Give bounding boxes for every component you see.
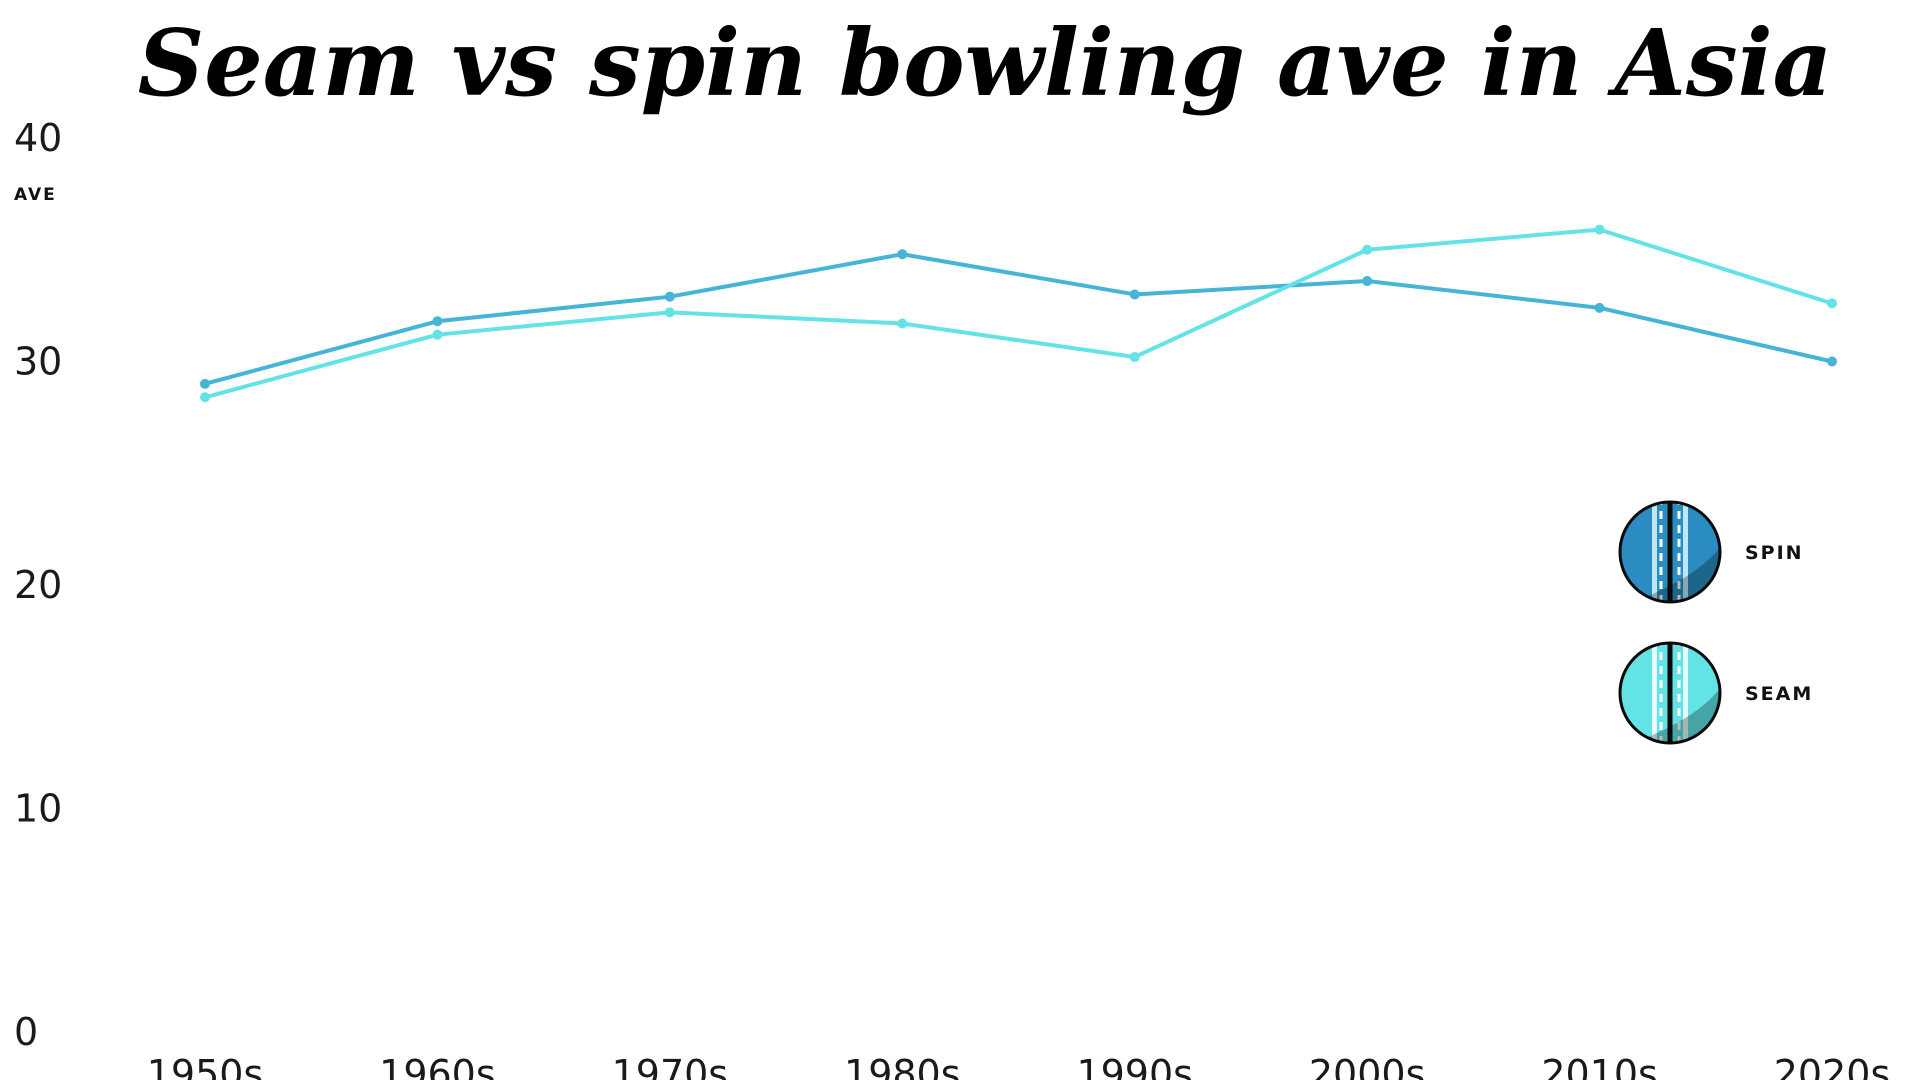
series-lines <box>200 224 1837 403</box>
data-point <box>1362 244 1373 255</box>
series-seam <box>200 224 1837 403</box>
legend-label-seam: SEAM <box>1745 683 1813 705</box>
y-tick-label: 40 <box>14 116 62 160</box>
data-point <box>200 378 210 389</box>
y-tick-label: 0 <box>14 1010 38 1054</box>
y-axis-ticks: 0 10 20 30 40 <box>14 116 62 1054</box>
legend: SPIN SEAM <box>1618 500 1813 745</box>
data-point <box>1594 224 1605 235</box>
data-point <box>200 392 210 403</box>
data-point <box>664 291 675 302</box>
data-point <box>1827 298 1837 309</box>
cricket-ball-spin-icon <box>1618 500 1722 604</box>
data-point <box>1362 276 1373 287</box>
series-line-spin <box>203 252 1834 386</box>
y-tick-label: 20 <box>14 563 62 607</box>
chart-title: Seam vs spin bowling ave in Asia <box>138 9 1833 117</box>
y-axis-label: AVE <box>14 185 57 205</box>
series-line-seam <box>203 227 1834 400</box>
data-point <box>897 318 908 329</box>
x-tick-label: 2020s <box>1774 1052 1891 1080</box>
legend-label-spin: SPIN <box>1745 542 1804 564</box>
x-tick-label: 1970s <box>612 1052 729 1080</box>
data-point <box>1594 302 1605 313</box>
x-tick-label: 1990s <box>1076 1052 1193 1080</box>
x-tick-label: 2000s <box>1309 1052 1426 1080</box>
cricket-ball-seam-icon <box>1618 641 1722 745</box>
legend-item-spin: SPIN <box>1618 500 1804 604</box>
data-point <box>432 329 443 340</box>
series-spin <box>200 249 1837 389</box>
data-point <box>664 307 675 318</box>
legend-item-seam: SEAM <box>1618 641 1813 745</box>
x-axis-ticks: 1950s 1960s 1970s 1980s 1990s 2000s 2010s 2020s <box>147 1052 1891 1080</box>
x-tick-label: 1980s <box>844 1052 961 1080</box>
data-point <box>1129 352 1140 363</box>
x-tick-label: 1950s <box>147 1052 264 1080</box>
y-tick-label: 10 <box>14 787 62 831</box>
data-point <box>897 249 908 260</box>
data-point <box>1827 356 1837 367</box>
x-tick-label: 1960s <box>379 1052 496 1080</box>
y-tick-label: 30 <box>14 340 62 384</box>
data-point <box>1129 289 1140 300</box>
data-point <box>432 316 443 327</box>
x-tick-label: 2010s <box>1541 1052 1658 1080</box>
